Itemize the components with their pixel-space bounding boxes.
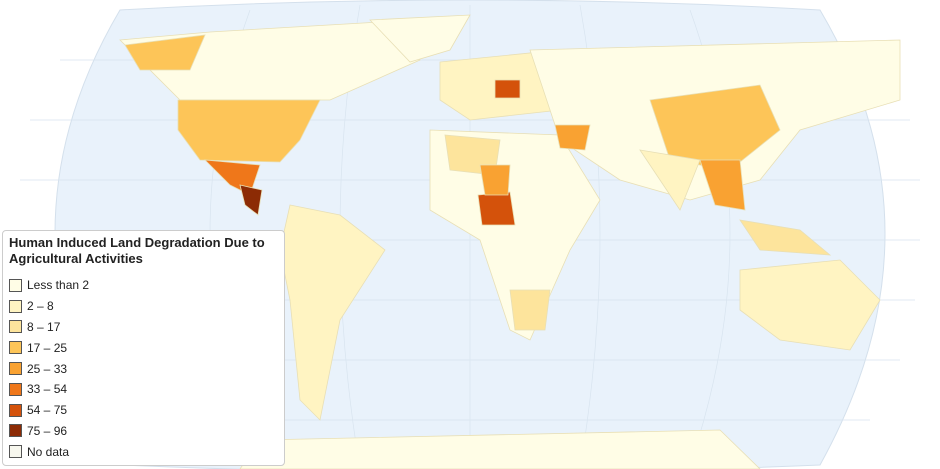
legend-item: 33 – 54 [9,379,278,400]
legend-item: 2 – 8 [9,296,278,317]
legend-swatch [9,299,22,313]
legend: Human Induced Land Degradation Due to Ag… [2,230,285,466]
legend-item: 17 – 25 [9,337,278,358]
legend-label: No data [27,444,70,459]
legend-label: 33 – 54 [27,382,68,397]
legend-label: 17 – 25 [27,340,68,355]
legend-item: 8 – 17 [9,317,278,338]
legend-label: Less than 2 [27,278,90,293]
legend-swatch [9,320,22,334]
legend-items: Less than 2 2 – 8 8 – 17 17 – 25 25 – 33 33 –… [9,275,278,462]
legend-label: 75 – 96 [27,423,68,438]
legend-label: 54 – 75 [27,403,68,418]
legend-swatch [9,424,22,438]
legend-swatch [9,403,22,417]
land [119,14,901,469]
legend-item: 25 – 33 [9,358,278,379]
legend-item: Less than 2 [9,275,278,296]
legend-swatch [9,362,22,376]
legend-label: 2 – 8 [27,299,54,314]
legend-item: No data [9,441,278,462]
legend-item: 54 – 75 [9,400,278,421]
legend-title: Human Induced Land Degradation Due to Ag… [9,235,265,266]
legend-swatch [9,382,22,396]
legend-label: 25 – 33 [27,361,68,376]
legend-item: 75 – 96 [9,421,278,442]
legend-swatch [9,341,22,355]
legend-swatch [9,278,22,292]
legend-label: 8 – 17 [27,319,61,334]
legend-swatch [9,445,22,459]
